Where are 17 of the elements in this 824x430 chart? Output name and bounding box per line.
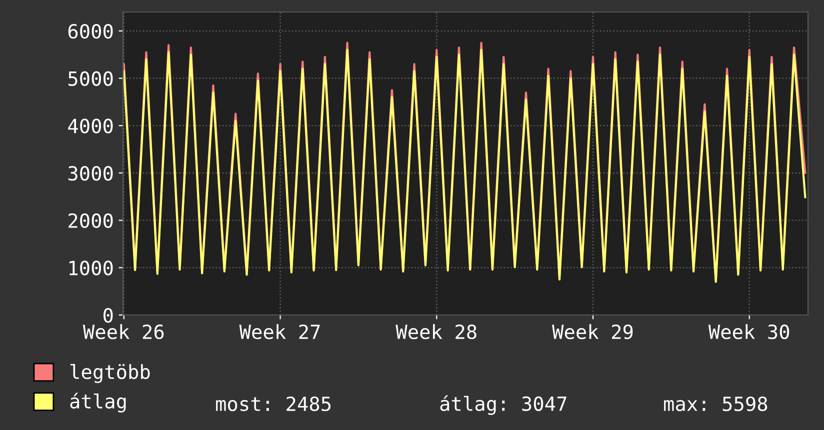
x-tick-label: Week 27 xyxy=(239,324,320,340)
y-tick-label: 3000 xyxy=(68,166,113,181)
x-tick-label: Week 26 xyxy=(82,324,164,340)
y-tick-label: 0 xyxy=(104,308,113,323)
y-tick-label: 1000 xyxy=(69,260,113,276)
x-tick-label: Week 28 xyxy=(396,324,476,340)
x-tick-label: Week 29 xyxy=(552,324,633,340)
legend-label: átlag xyxy=(70,392,126,412)
text: most: 2485 xyxy=(216,396,331,412)
y-tick-label: 5000 xyxy=(68,71,113,86)
y-tick-label: 4000 xyxy=(68,118,113,134)
legend-label: legtöbb xyxy=(70,364,150,384)
y-tick-label: 6000 xyxy=(68,24,113,39)
text: átlag: 3047 xyxy=(440,395,566,415)
x-tick-label: Week 30 xyxy=(708,324,790,340)
y-tick-label: 2000 xyxy=(68,213,113,228)
text: max: 5598 xyxy=(664,396,768,412)
